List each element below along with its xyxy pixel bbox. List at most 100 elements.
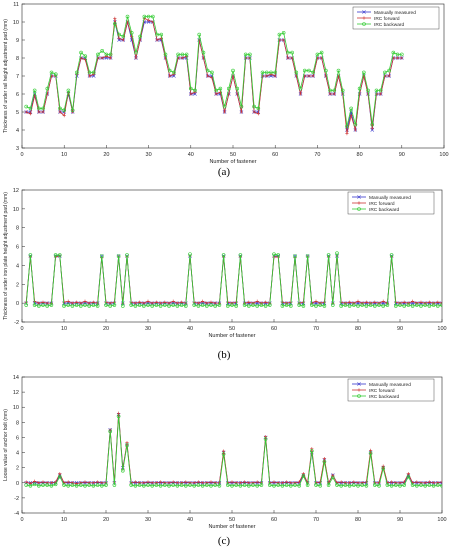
data-point <box>230 301 234 305</box>
data-point <box>410 304 415 308</box>
data-point <box>265 74 269 78</box>
data-point <box>121 468 125 473</box>
y-tick-label: 4 <box>16 451 19 457</box>
data-point <box>45 481 49 485</box>
data-point <box>415 480 419 484</box>
data-point <box>226 86 231 91</box>
data-point <box>57 474 62 479</box>
data-point <box>134 50 138 55</box>
chart-panel-a: 0 10 20 30 40 50 60 70 80 90 100 3 4 5 6 7 8 9 10 11 Number … <box>3 2 449 178</box>
x-tick-label: 90 <box>397 517 403 523</box>
data-point <box>87 74 92 78</box>
data-point <box>121 304 125 308</box>
data-point <box>113 21 117 26</box>
data-point <box>310 447 314 451</box>
data-point <box>24 480 28 484</box>
data-point <box>305 254 310 258</box>
data-point <box>62 114 66 118</box>
x-tick-label: 50 <box>229 326 235 332</box>
y-tick-label: 4 <box>16 128 19 134</box>
data-point <box>222 104 227 109</box>
data-point <box>100 481 104 485</box>
data-point <box>28 483 33 488</box>
data-point <box>133 480 137 484</box>
series-group <box>24 251 442 308</box>
legend-label: Manually measured <box>369 382 411 388</box>
data-point <box>360 303 365 307</box>
x-tick-label: 0 <box>20 517 23 523</box>
data-point <box>83 54 88 59</box>
data-point <box>171 299 175 303</box>
data-point <box>351 303 356 307</box>
data-point <box>328 92 332 96</box>
data-point <box>184 52 189 57</box>
data-point <box>267 303 272 307</box>
data-point <box>230 303 234 307</box>
data-point <box>440 301 442 305</box>
data-point <box>121 34 126 39</box>
data-point <box>423 483 428 488</box>
data-point <box>286 50 290 55</box>
data-point <box>370 122 375 127</box>
data-point <box>318 483 323 488</box>
data-point <box>83 483 87 488</box>
data-point <box>104 483 108 487</box>
data-point <box>70 108 75 112</box>
data-point <box>100 483 104 488</box>
data-point <box>247 304 251 308</box>
data-point <box>349 114 353 118</box>
data-point <box>419 483 423 487</box>
data-point <box>213 304 217 308</box>
panel-caption: (b) <box>218 349 231 361</box>
data-point <box>209 303 213 307</box>
data-point <box>255 480 259 484</box>
data-point <box>62 108 66 112</box>
data-point <box>28 106 33 111</box>
data-point <box>251 483 255 487</box>
data-point <box>335 251 339 255</box>
data-point <box>193 88 197 93</box>
data-point <box>411 299 415 303</box>
data-point <box>53 482 58 487</box>
data-point <box>239 104 244 109</box>
data-point <box>307 68 311 73</box>
data-point <box>37 110 41 114</box>
data-point <box>352 301 356 305</box>
x-tick-label: 100 <box>437 517 446 523</box>
data-point <box>210 70 214 75</box>
data-point <box>222 110 227 114</box>
data-point <box>381 304 386 308</box>
data-point <box>343 303 348 307</box>
data-point <box>402 480 406 484</box>
series-line-2 <box>25 253 442 307</box>
data-point <box>159 480 163 484</box>
data-point <box>280 304 285 308</box>
data-point <box>348 481 352 485</box>
x-tick-label: 80 <box>357 152 363 158</box>
data-point <box>285 301 289 305</box>
data-point <box>41 110 45 114</box>
data-point <box>314 304 318 308</box>
data-point <box>66 303 70 307</box>
panel-caption: (a) <box>218 166 231 178</box>
data-point <box>95 483 100 487</box>
y-tick-label: 10 <box>13 207 19 213</box>
data-point <box>100 254 104 258</box>
legend-label: IRC forward <box>369 201 395 207</box>
data-point <box>272 252 276 256</box>
data-point <box>137 303 142 307</box>
data-point <box>269 70 273 75</box>
data-point <box>150 483 154 488</box>
data-point <box>175 483 180 488</box>
data-point <box>74 303 79 307</box>
data-point <box>231 68 235 73</box>
y-tick-label: 8 <box>16 226 19 232</box>
data-point <box>100 48 104 53</box>
chart-panel-b: 0 10 20 30 40 50 60 70 80 90 100-2024681012Number … <box>3 188 447 361</box>
data-point <box>277 38 282 42</box>
data-point <box>272 480 276 484</box>
data-point <box>36 483 41 488</box>
data-point <box>427 304 432 308</box>
data-point <box>213 481 217 485</box>
data-point <box>314 483 318 487</box>
